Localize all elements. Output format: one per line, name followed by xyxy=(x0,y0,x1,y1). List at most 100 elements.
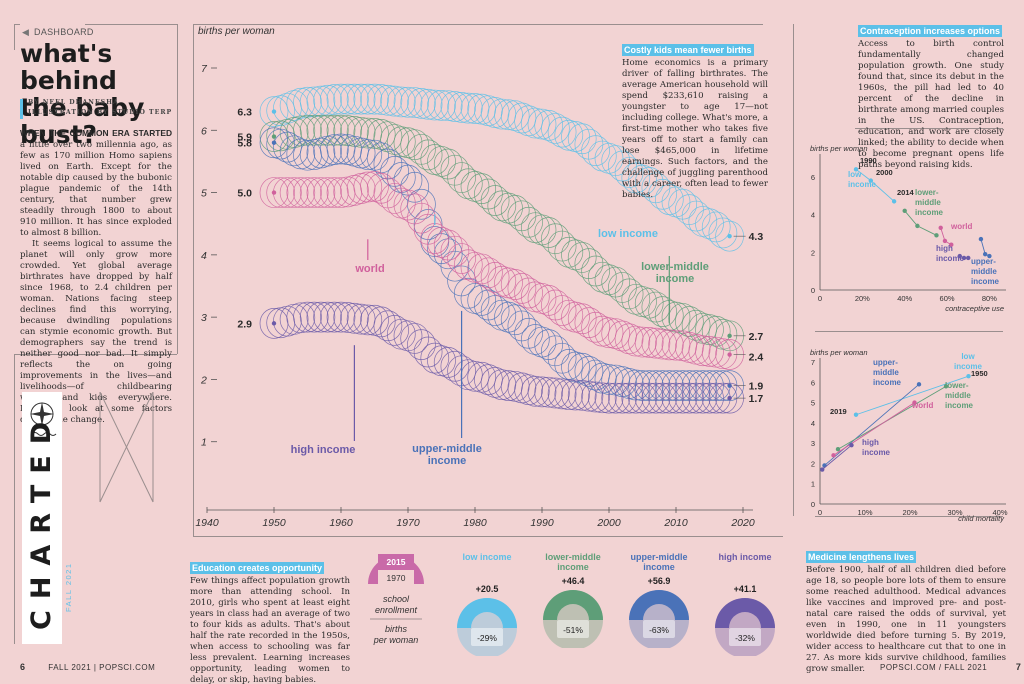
series-ring xyxy=(386,126,416,158)
main-chart-top-rule xyxy=(193,24,763,25)
scatter-series-label: upper- xyxy=(971,257,996,266)
series-ring xyxy=(675,382,704,414)
education-group-lower-middle-income: lower-middle income +46.4 -51% xyxy=(530,552,616,648)
series-ring xyxy=(286,302,316,334)
series-ring xyxy=(373,310,403,342)
series-ring xyxy=(514,105,543,137)
series-ring xyxy=(581,255,610,287)
tab-arrow-icon: ◀ xyxy=(22,28,29,38)
series-ring xyxy=(407,202,436,234)
ring-top xyxy=(543,590,603,620)
scatter-point xyxy=(891,199,897,204)
series-ring xyxy=(326,114,356,146)
series-ring xyxy=(273,131,302,163)
series-ring xyxy=(400,323,430,354)
series-ring xyxy=(701,370,731,402)
series-ring xyxy=(708,382,738,414)
series-ring xyxy=(487,369,517,401)
series-end-dot xyxy=(727,233,732,239)
series-ring xyxy=(648,382,677,414)
scatter-point xyxy=(982,251,988,257)
education-births-value: -51% xyxy=(563,625,583,635)
brand-issue: FALL 2021 xyxy=(64,562,73,612)
series-ring xyxy=(527,108,557,140)
education-article: Education creates opportunity Few things… xyxy=(190,556,350,684)
contraception-heading: Contraception increases options xyxy=(858,25,1003,37)
scatter-point xyxy=(966,255,971,261)
series-ring xyxy=(520,107,550,139)
series-ring xyxy=(313,177,342,208)
right-rule-3 xyxy=(815,516,1003,517)
decorative-x-frame xyxy=(99,392,154,503)
dashboard-tab[interactable]: ◀ DASHBOARD xyxy=(22,20,94,39)
scatter-series-label: income xyxy=(848,180,877,189)
education-births-value: -29% xyxy=(477,633,497,643)
contraception-chart: births per woman contraceptive use 02460… xyxy=(810,144,1006,313)
series-ring xyxy=(259,96,289,127)
series-name-label: world xyxy=(354,263,384,275)
education-text: Few things affect population growth more… xyxy=(190,576,350,684)
series-ring xyxy=(668,382,698,414)
series-ring xyxy=(413,209,443,240)
x-tick-label: 2000 xyxy=(596,517,621,529)
series-ring xyxy=(286,138,316,170)
series-end-label: 4.3 xyxy=(749,231,764,243)
scatter-series-label: low xyxy=(848,170,862,179)
series-ring xyxy=(346,116,376,148)
contraception-text: Access to birth control fundamentally ch… xyxy=(858,39,1004,170)
series-name-high-income: high income xyxy=(291,345,355,456)
y-tick-label: 7 xyxy=(811,358,815,367)
series-ring xyxy=(299,86,329,118)
series-ring xyxy=(695,208,724,240)
education-enrollment-value: +56.9 xyxy=(647,576,671,586)
series-start-dot xyxy=(271,321,277,326)
y-tick-label: 6 xyxy=(201,125,207,137)
education-enrollment-value: +20.5 xyxy=(475,584,499,594)
title-line-2: the baby bust? xyxy=(20,93,145,149)
scatter-point xyxy=(831,453,836,458)
scatter-point xyxy=(822,463,827,468)
series-world: 5.0 2.4 xyxy=(237,170,763,370)
series-ring xyxy=(440,154,470,186)
series-ring xyxy=(299,114,329,146)
series-ring xyxy=(621,162,651,194)
series-ring xyxy=(708,217,738,249)
series-ring xyxy=(554,379,584,411)
series-ring xyxy=(574,248,604,279)
education-ring: -29% xyxy=(457,598,517,656)
contraception-article: Contraception increases options Access t… xyxy=(858,19,1004,171)
series-ring xyxy=(601,382,631,414)
series-ring xyxy=(661,329,691,361)
series-ring xyxy=(279,135,309,167)
main-chart-left-rule xyxy=(193,24,194,536)
series-ring xyxy=(299,301,329,333)
x-tick-label: 1960 xyxy=(329,517,353,529)
series-ring xyxy=(608,382,637,414)
series-high-income: 2.9 1.7 xyxy=(237,301,763,414)
scatter-point xyxy=(934,233,939,238)
series-ring xyxy=(675,306,704,337)
series-end-dot xyxy=(727,333,732,339)
series-ring xyxy=(393,320,423,352)
footer-left: 6 FALL 2021 | POPSCI.COM xyxy=(20,662,155,672)
scatter-series-label: upper- xyxy=(873,358,898,367)
series-ring xyxy=(561,379,590,411)
education-enrollment-value: +41.1 xyxy=(733,584,757,594)
series-ring xyxy=(306,301,336,333)
scatter-point xyxy=(942,238,948,244)
series-ring xyxy=(541,335,570,367)
series-ring xyxy=(313,301,342,333)
scatter-point xyxy=(853,167,859,172)
byline: BY NEEL DHANESHA ILLUSTRATION BY STUDIO … xyxy=(28,99,172,116)
series-ring xyxy=(346,83,376,115)
series-ring xyxy=(594,382,624,414)
brand-rule xyxy=(14,384,15,644)
series-low-income: 6.3 4.3 xyxy=(237,83,764,252)
series-ring xyxy=(567,379,597,411)
scatter-line xyxy=(855,375,969,416)
series-ring xyxy=(574,380,604,412)
series-ring xyxy=(641,327,671,359)
